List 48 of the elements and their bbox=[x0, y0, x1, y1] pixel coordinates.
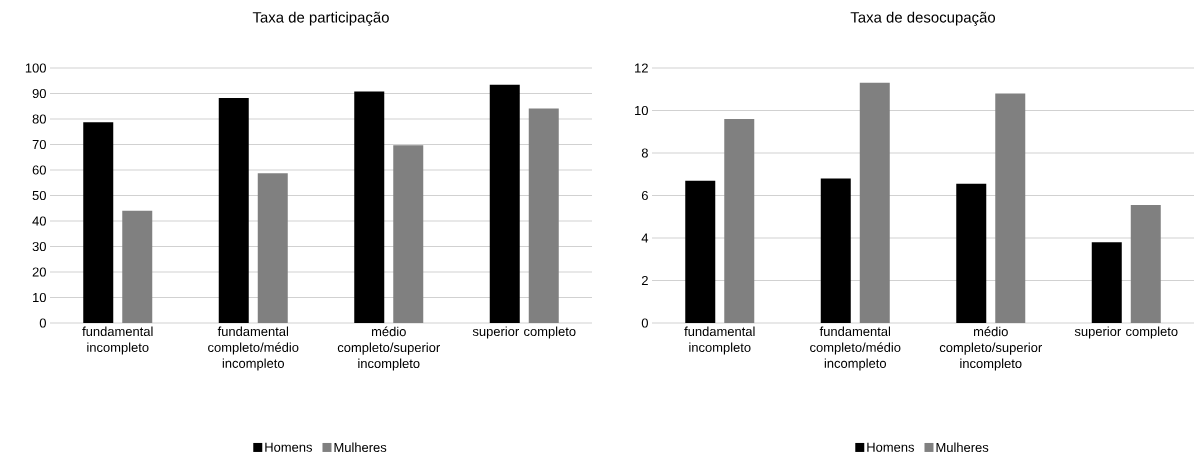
y-tick-label: 30 bbox=[32, 241, 46, 252]
bar bbox=[528, 108, 559, 323]
chart-title: Taxa de desocupação bbox=[850, 11, 996, 26]
y-tick-label: 20 bbox=[32, 267, 46, 277]
y-tick-label: 100 bbox=[25, 63, 46, 73]
x-tick-label: fundamental incompleto bbox=[82, 326, 153, 355]
legend-label: Mulheres bbox=[936, 442, 989, 453]
legend-label: Mulheres bbox=[334, 442, 387, 453]
legend-label: Homens bbox=[867, 442, 915, 452]
x-tick-label: fundamental completo/médio incompleto bbox=[810, 326, 901, 371]
bar bbox=[257, 173, 288, 323]
y-tick-label: 10 bbox=[33, 292, 46, 303]
bar bbox=[218, 98, 249, 323]
y-tick-label: 70 bbox=[32, 139, 46, 150]
y-tick-label: 0 bbox=[641, 318, 648, 328]
bar bbox=[122, 210, 153, 323]
bar bbox=[956, 183, 987, 323]
legend-label: Homens bbox=[265, 442, 313, 452]
bar bbox=[393, 145, 424, 323]
bar bbox=[724, 119, 755, 323]
x-tick-label: fundamental incompleto bbox=[684, 326, 755, 355]
y-tick-label: 8 bbox=[641, 148, 648, 158]
bar bbox=[995, 93, 1026, 323]
y-tick-label: 40 bbox=[32, 216, 46, 226]
chart-title: Taxa de participação bbox=[252, 11, 389, 26]
bar bbox=[859, 82, 890, 323]
bar bbox=[1130, 205, 1161, 323]
bar bbox=[83, 122, 114, 323]
x-tick-label: fundamental completo/médio incompleto bbox=[208, 326, 299, 371]
bar bbox=[820, 178, 851, 323]
y-tick-label: 50 bbox=[32, 190, 46, 201]
bar bbox=[685, 180, 716, 323]
x-tick-label: médio completo/superior incompleto bbox=[337, 326, 440, 371]
y-tick-label: 6 bbox=[641, 190, 648, 201]
y-tick-label: 10 bbox=[635, 105, 648, 116]
x-tick-label: superior completo bbox=[472, 326, 576, 339]
x-tick-label: médio completo/superior incompleto bbox=[939, 326, 1042, 371]
bar bbox=[354, 91, 385, 323]
bar bbox=[489, 84, 520, 323]
y-tick-label: 90 bbox=[32, 88, 46, 99]
y-tick-label: 60 bbox=[32, 165, 46, 175]
bar bbox=[1091, 242, 1122, 323]
y-tick-label: 80 bbox=[32, 114, 46, 124]
y-tick-label: 12 bbox=[635, 63, 648, 73]
y-tick-label: 4 bbox=[641, 233, 649, 243]
y-tick-label: 0 bbox=[39, 318, 46, 328]
y-tick-label: 2 bbox=[641, 275, 648, 286]
x-tick-label: superior completo bbox=[1074, 326, 1178, 339]
